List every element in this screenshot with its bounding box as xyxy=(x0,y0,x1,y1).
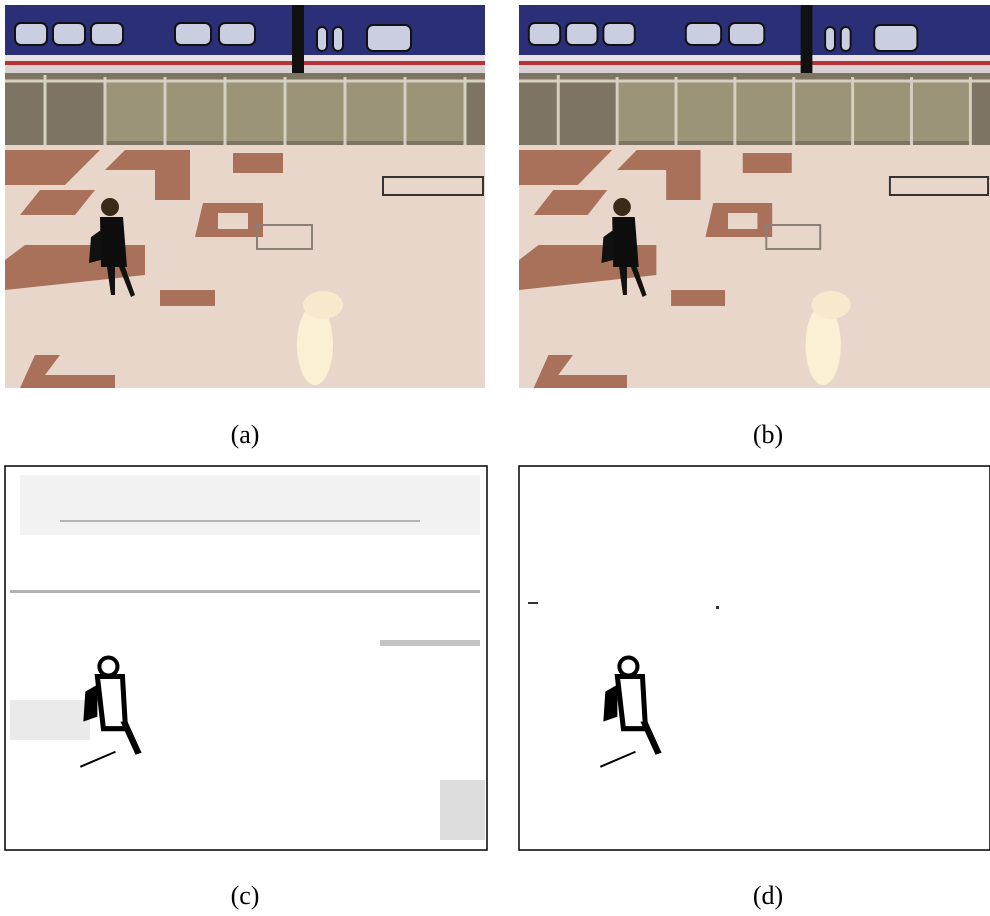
caption: (d) xyxy=(753,881,783,910)
caption: (b) xyxy=(753,420,783,449)
mask-d xyxy=(519,466,990,850)
photo-a xyxy=(5,5,485,388)
caption: (a) xyxy=(231,420,260,449)
caption: (c) xyxy=(231,881,260,910)
page: (a) (b) (c) (d) (() => { const data = JS… xyxy=(0,0,990,916)
figure: (a) (b) (c) (d) xyxy=(0,0,990,916)
photo-b xyxy=(519,5,990,388)
mask-c xyxy=(5,466,487,850)
